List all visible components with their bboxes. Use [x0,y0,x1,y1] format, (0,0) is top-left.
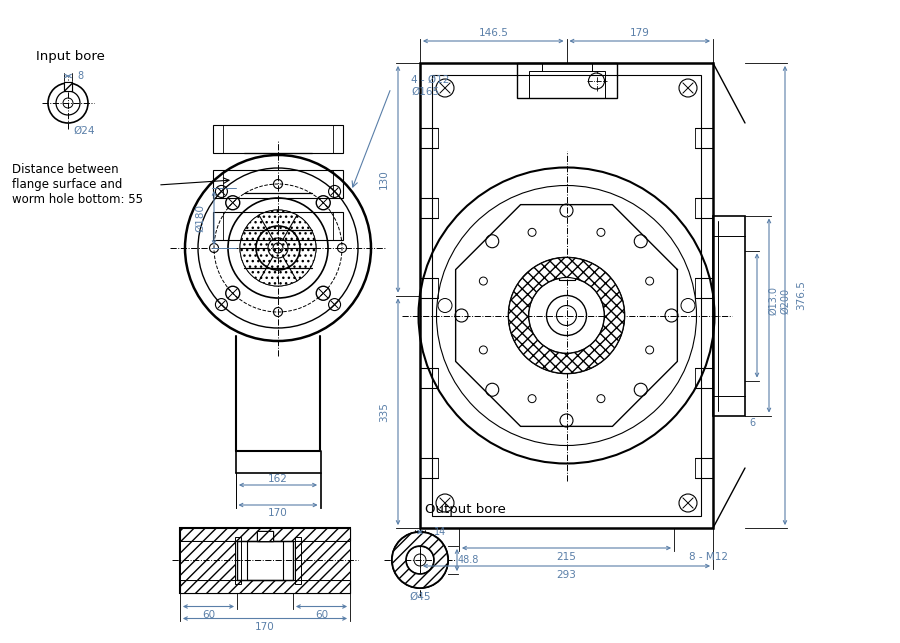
Bar [180,541,235,579]
Text: 8 - M12: 8 - M12 [689,552,728,562]
Bar [432,75,701,516]
Text: 6: 6 [749,419,755,428]
Text: 14: 14 [434,527,446,537]
Bar [213,125,343,153]
Bar [64,82,72,91]
Text: 48.8: 48.8 [457,555,479,565]
Bar [180,527,350,541]
Text: Input bore: Input bore [36,50,105,63]
Text: 130: 130 [379,169,389,189]
Text: 162: 162 [268,474,288,484]
Text: Output bore: Output bore [425,503,506,516]
Text: 215: 215 [556,552,576,562]
Text: Ø165: Ø165 [411,87,439,97]
Bar [528,71,605,98]
Text: 8: 8 [76,71,83,81]
Text: Ø200: Ø200 [780,287,790,314]
Text: Ø180: Ø180 [195,204,205,232]
Bar [180,527,350,592]
Bar [180,579,350,592]
Bar [64,82,72,91]
Text: 146.5: 146.5 [478,28,508,38]
Text: Distance between
flange surface and
worm hole bottom: 55: Distance between flange surface and worm… [12,163,143,206]
Bar [237,541,293,579]
Bar [295,536,301,583]
Text: 170: 170 [255,622,274,633]
Bar [415,538,425,546]
Text: 179: 179 [630,28,650,38]
Bar [420,63,713,528]
Bar [257,530,273,541]
Text: 4 - Ø12: 4 - Ø12 [411,75,449,85]
Bar [213,170,343,198]
Bar [295,541,350,579]
Bar [517,63,616,98]
Bar [713,215,745,415]
Text: 293: 293 [556,570,576,580]
Text: Ø13.0: Ø13.0 [768,286,778,315]
Bar [213,212,343,240]
Bar [247,541,283,579]
Bar [257,530,273,541]
Text: 60: 60 [202,610,215,619]
Text: 170: 170 [268,508,288,518]
Text: Ø45: Ø45 [410,592,431,602]
Text: Ø24: Ø24 [73,126,94,136]
Bar [559,267,574,280]
Text: 335: 335 [379,402,389,422]
Wedge shape [508,257,625,374]
Circle shape [240,210,316,286]
Text: 60: 60 [315,610,328,619]
Text: 376.5: 376.5 [796,280,806,311]
Bar [235,536,241,583]
Wedge shape [392,532,448,588]
